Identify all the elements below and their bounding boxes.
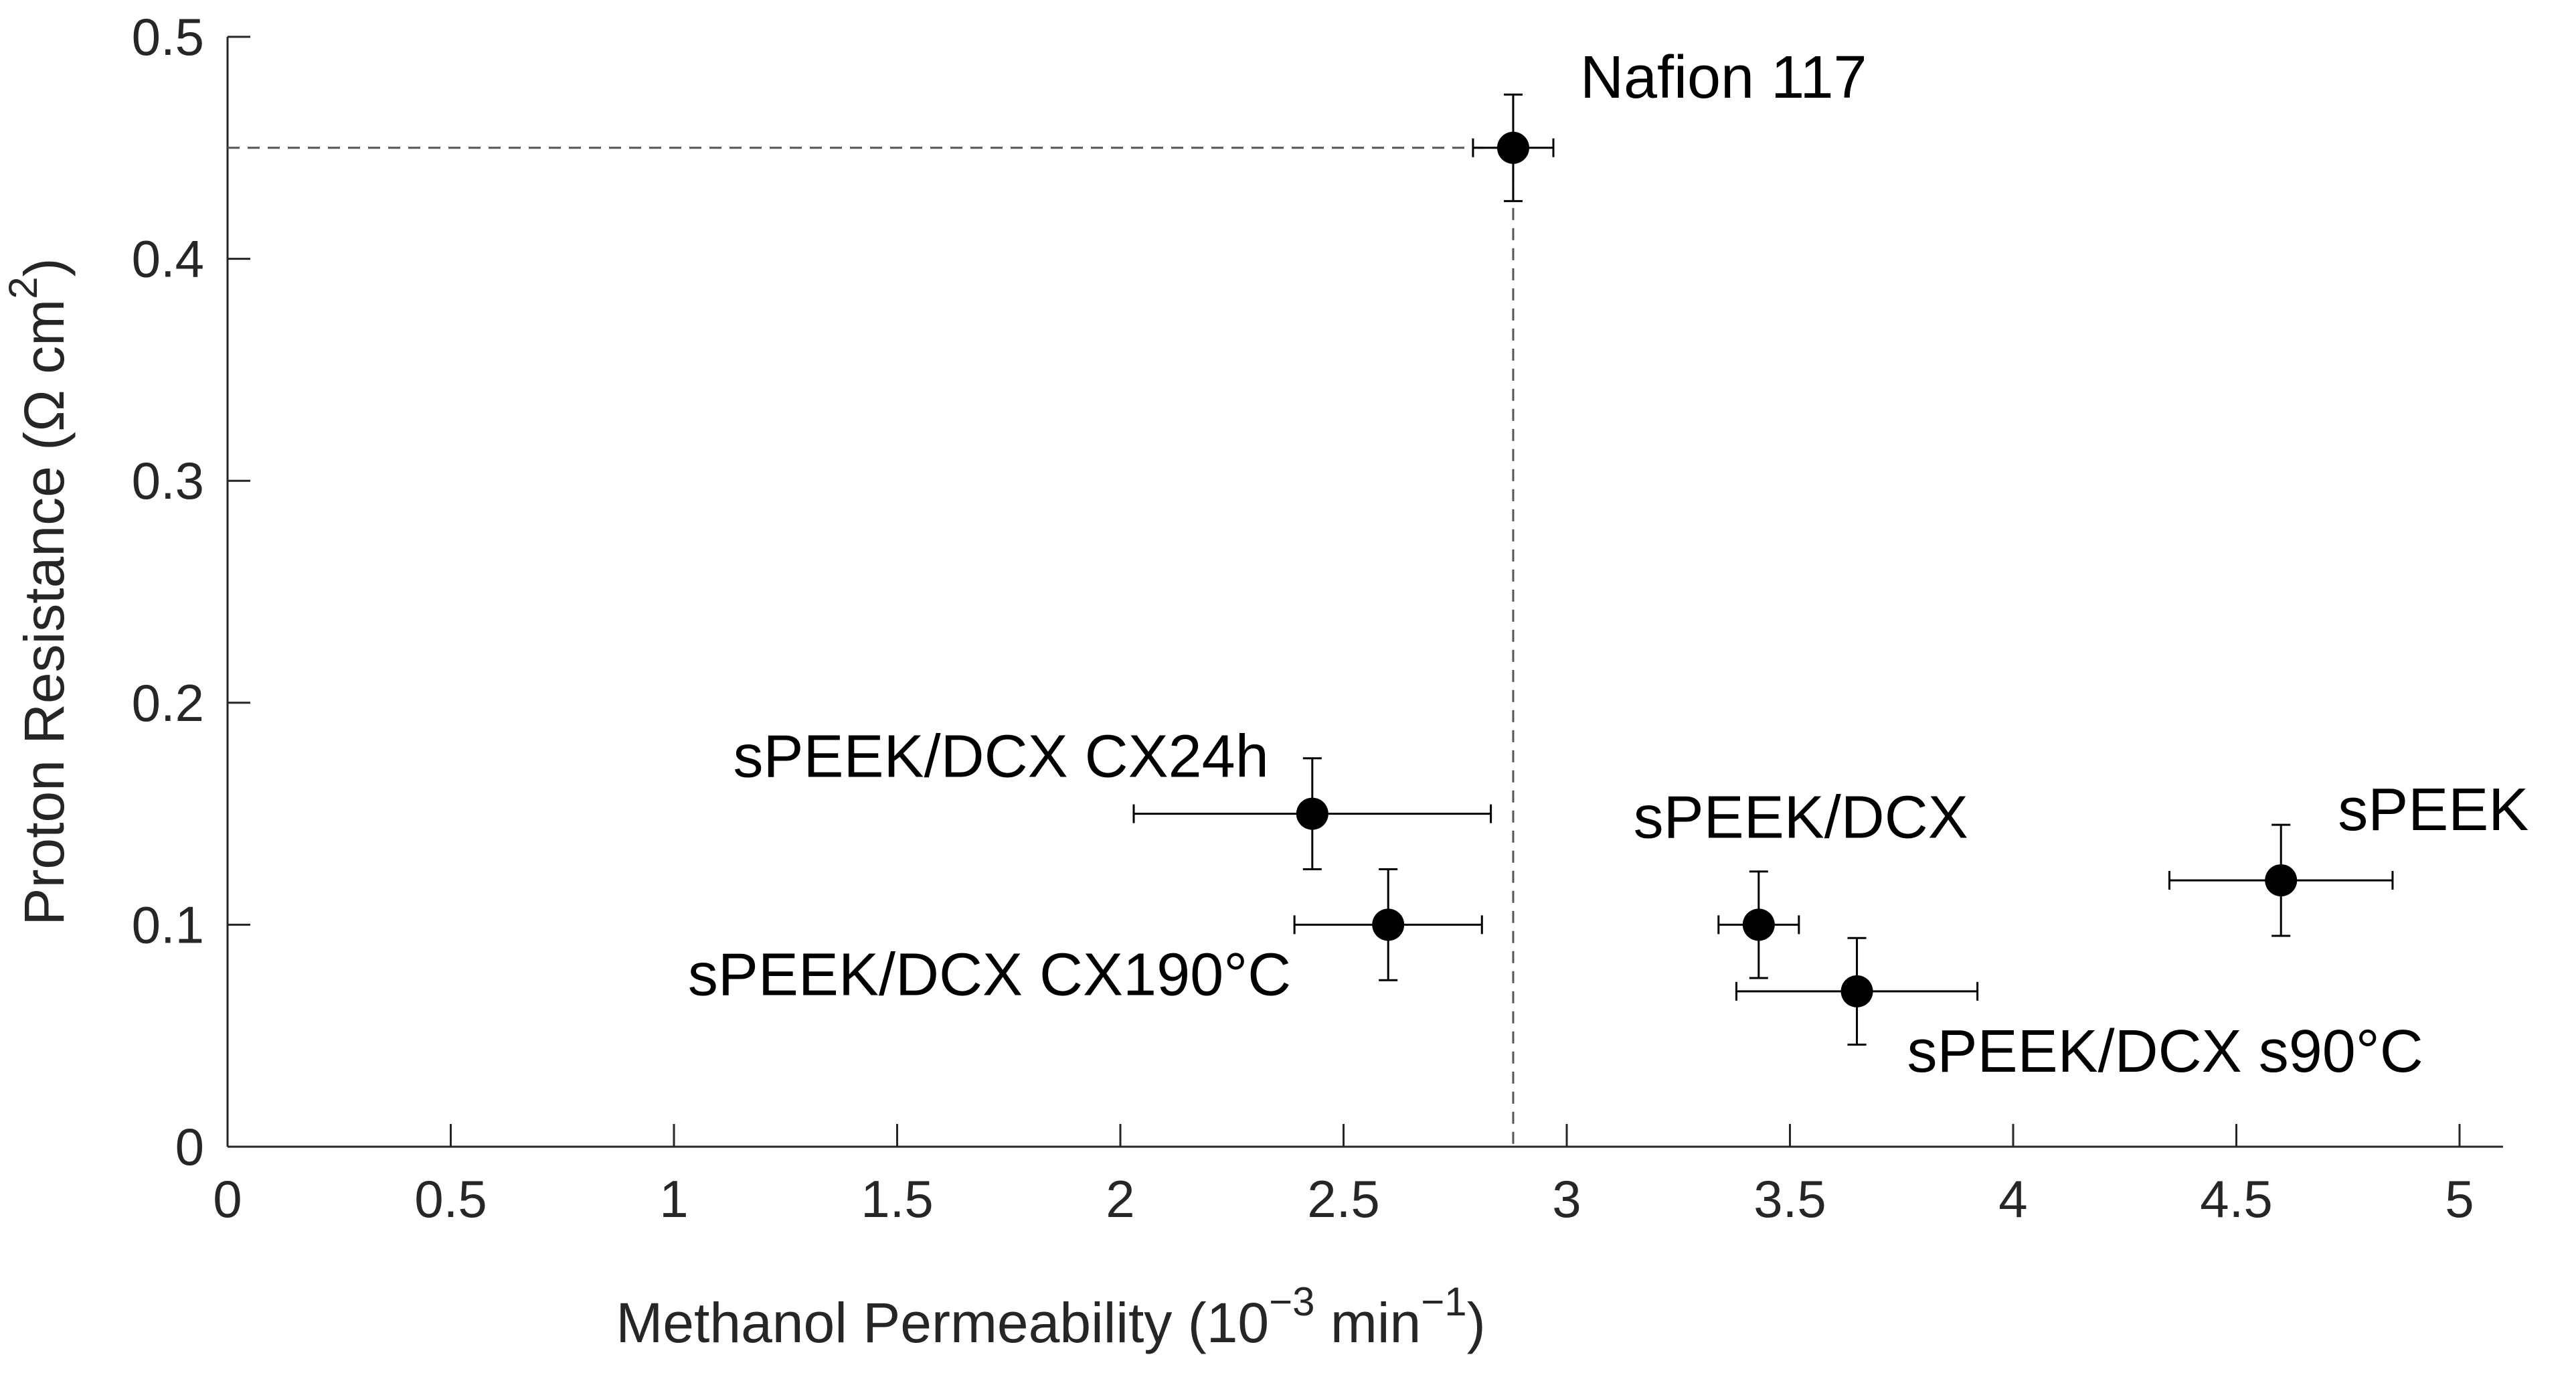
x-ticks: 0 0.5 1 1.5 2 2.5 3 3.5 4 4.5 5 bbox=[213, 1124, 2474, 1228]
data-point-marker bbox=[2265, 864, 2298, 897]
y-ticks: 0 0.1 0.2 0.3 0.4 0.5 bbox=[132, 7, 250, 1176]
point-label: Nafion 117 bbox=[1580, 44, 1867, 111]
data-point-marker bbox=[1496, 131, 1529, 164]
x-tick-label: 2.5 bbox=[1307, 1169, 1379, 1228]
x-axis-title-exponent-1: −3 bbox=[1269, 1279, 1314, 1324]
x-tick-label: 3 bbox=[1552, 1169, 1581, 1228]
point-speek-dcx-cx190c: sPEEK/DCX CX190°C bbox=[688, 868, 1483, 1008]
point-label: sPEEK/DCX CX24h bbox=[733, 724, 1268, 791]
data-point-marker bbox=[1840, 975, 1873, 1007]
x-axis-title: Methanol Permeability (10−3 min−1) bbox=[616, 1279, 1485, 1354]
y-axis-title-exponent: 2 bbox=[1, 276, 46, 299]
reference-lines bbox=[228, 147, 1515, 1147]
data-point-marker bbox=[1742, 908, 1775, 941]
data-points: Nafion 117 sPEEK/DCX CX24h sPEEK/DCX CX190… bbox=[688, 44, 2528, 1085]
y-tick-label: 0.3 bbox=[132, 451, 204, 510]
point-speek-dcx-s90c: sPEEK/DCX s90°C bbox=[1735, 937, 2423, 1085]
y-tick-label: 0.1 bbox=[132, 895, 204, 954]
y-axis-title-suffix: ) bbox=[13, 258, 76, 276]
point-label: sPEEK/DCX bbox=[1634, 784, 1968, 851]
point-speek-dcx: sPEEK/DCX bbox=[1634, 784, 1968, 979]
x-tick-label: 3.5 bbox=[1753, 1169, 1826, 1228]
x-tick-label: 2 bbox=[1106, 1169, 1134, 1228]
y-tick-label: 0.5 bbox=[132, 7, 204, 66]
point-speek: sPEEK bbox=[2168, 777, 2528, 937]
y-axis-title-prefix: Proton Resistance (Ω cm bbox=[13, 299, 76, 926]
data-point-marker bbox=[1296, 797, 1328, 830]
y-axis-title: Proton Resistance (Ω cm2) bbox=[1, 258, 76, 925]
y-tick-label: 0.2 bbox=[132, 673, 204, 732]
point-nafion-117: Nafion 117 bbox=[1472, 44, 1867, 202]
x-tick-label: 4.5 bbox=[2200, 1169, 2272, 1228]
x-tick-label: 0.5 bbox=[414, 1169, 487, 1228]
x-tick-label: 0 bbox=[213, 1169, 242, 1228]
point-speek-dcx-cx24h: sPEEK/DCX CX24h bbox=[733, 724, 1492, 870]
point-label: sPEEK/DCX CX190°C bbox=[688, 941, 1291, 1008]
x-axis-title-suffix: ) bbox=[1467, 1291, 1486, 1354]
y-tick-label: 0 bbox=[175, 1117, 204, 1176]
x-axis-title-exponent-2: −1 bbox=[1421, 1279, 1466, 1324]
x-tick-label: 4 bbox=[1998, 1169, 2027, 1228]
x-tick-label: 1 bbox=[659, 1169, 688, 1228]
x-tick-label: 1.5 bbox=[861, 1169, 933, 1228]
x-axis-title-prefix: Methanol Permeability (10 bbox=[616, 1291, 1269, 1354]
y-tick-label: 0.4 bbox=[132, 230, 204, 289]
x-axis-title-unit: min bbox=[1315, 1291, 1422, 1354]
point-label: sPEEK/DCX s90°C bbox=[1907, 1018, 2423, 1085]
point-label: sPEEK bbox=[2338, 777, 2528, 843]
x-tick-label: 5 bbox=[2445, 1169, 2474, 1228]
data-point-marker bbox=[1372, 908, 1405, 941]
